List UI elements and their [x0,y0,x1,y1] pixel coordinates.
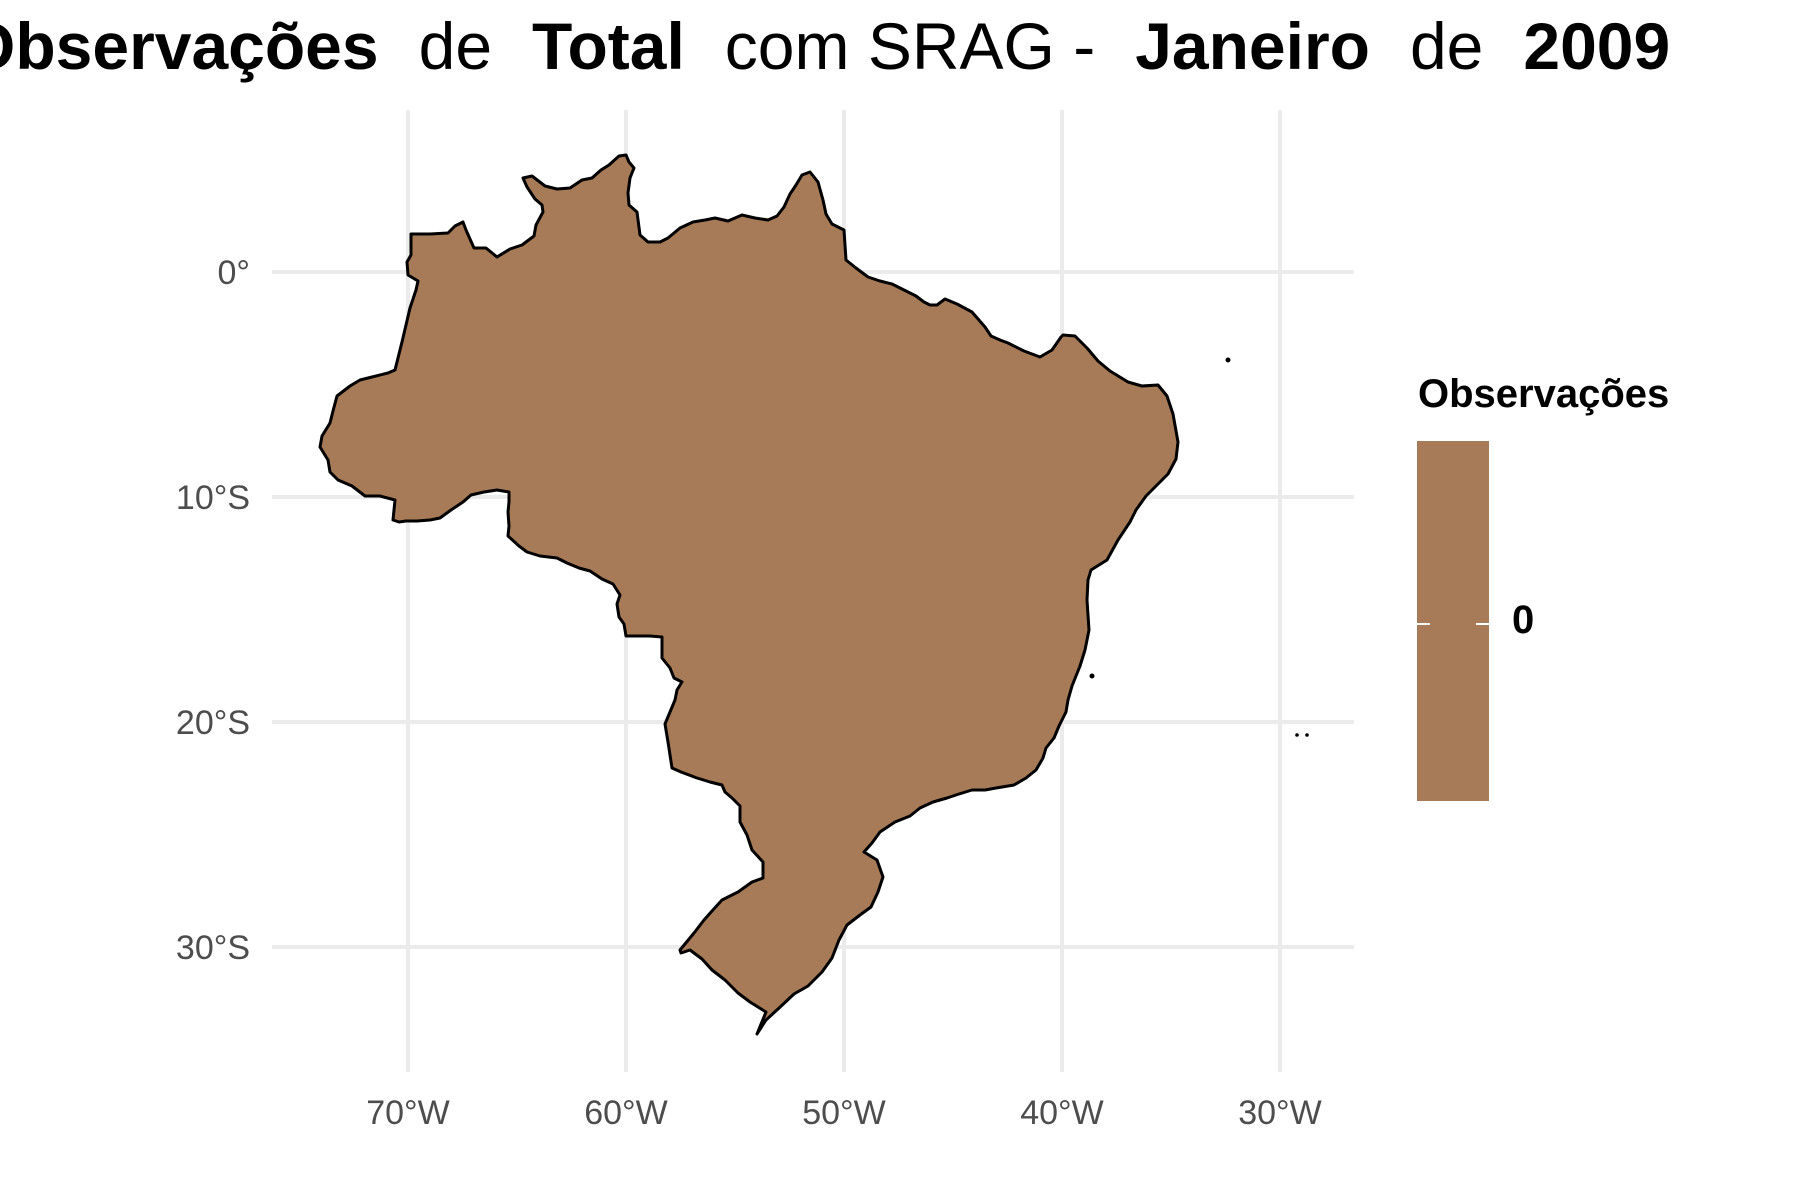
y-tick-label: 10°S [176,479,250,517]
title-part-de: de [418,9,493,83]
legend-value-label: 0 [1512,598,1535,642]
title-part-srag: com SRAG - [724,9,1096,83]
brazil-region [318,153,1180,1036]
legend-title: Observações [1418,372,1670,416]
island-trindade-b [1305,733,1309,737]
title-part-month: Janeiro [1135,9,1370,83]
y-tick-label: 0° [217,254,250,292]
x-tick-label: 70°W [366,1094,450,1132]
y-axis: 0° 10°S 20°S 30°S [176,254,250,967]
legend-tick-right [1476,623,1489,625]
title-part-observacoes: Observações [0,9,379,83]
island-trindade-a [1295,733,1299,737]
x-axis: 70°W 60°W 50°W 40°W 30°W [366,1094,1322,1132]
y-tick-label: 30°S [176,929,250,967]
island-fernando-de-noronha [1225,357,1231,363]
island-abrolhos [1089,673,1095,679]
legend-tick-left [1417,623,1430,625]
title-part-de2: de [1409,9,1484,83]
chart-title: Observações de Total com SRAG - Janeiro de 200… [0,8,1670,84]
x-tick-label: 60°W [584,1094,668,1132]
title-part-total: Total [532,9,685,83]
y-tick-label: 20°S [176,704,250,742]
x-tick-label: 40°W [1020,1094,1104,1132]
legend-color-bar [1417,441,1489,801]
x-tick-label: 50°W [802,1094,886,1132]
x-tick-label: 30°W [1238,1094,1322,1132]
title-part-year: 2009 [1523,9,1671,83]
